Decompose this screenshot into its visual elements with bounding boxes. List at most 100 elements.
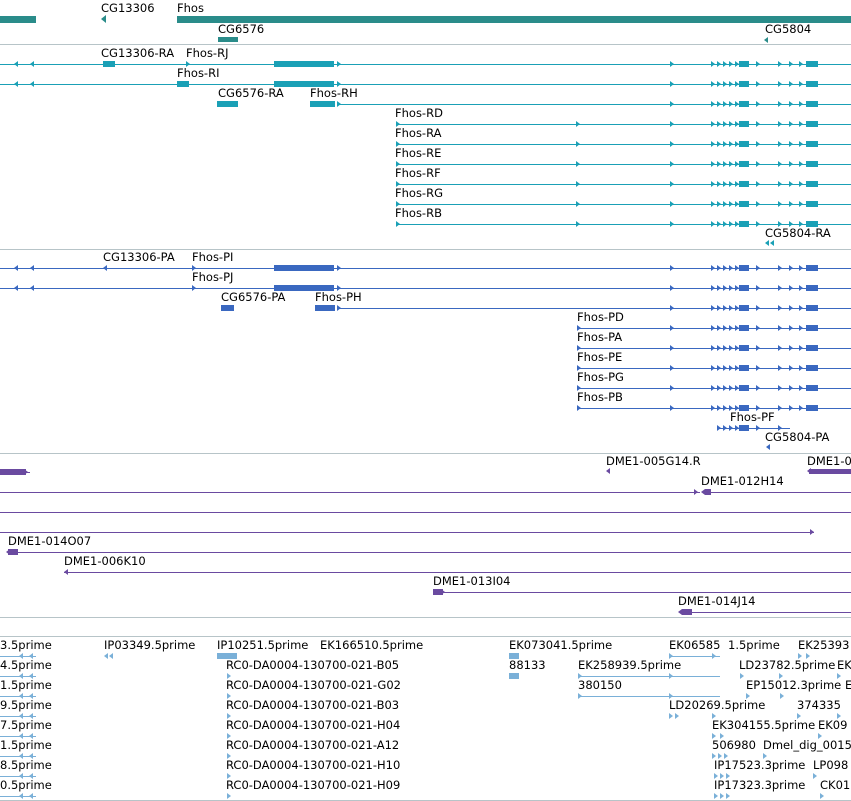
feature-line[interactable]: [0, 288, 851, 289]
feature-line[interactable]: [0, 776, 36, 777]
feature-label[interactable]: Fhos-PH: [315, 290, 362, 304]
feature-label[interactable]: Fhos-RI: [177, 66, 220, 80]
feature-line[interactable]: [0, 84, 851, 85]
exon-block[interactable]: [274, 61, 334, 67]
feature-label[interactable]: 7.5prime: [0, 718, 52, 732]
feature-label[interactable]: RC0-DA0004-130700-021-H04: [226, 718, 401, 732]
feature-line[interactable]: [711, 492, 851, 493]
exon-block[interactable]: [218, 37, 238, 42]
feature-label[interactable]: Fhos-RH: [310, 86, 358, 100]
feature-label[interactable]: 9.5prime: [0, 698, 52, 712]
feature-label[interactable]: RC0-DA0004-130700-021-A12: [226, 738, 400, 752]
feature-label[interactable]: DME1-014O07: [8, 534, 92, 548]
feature-label[interactable]: EK09: [818, 718, 848, 732]
exon-block[interactable]: [739, 81, 749, 87]
feature-label[interactable]: Fhos-PD: [577, 310, 624, 324]
exon-block[interactable]: [103, 61, 115, 67]
exon-block[interactable]: [739, 325, 749, 331]
feature-line[interactable]: [337, 104, 851, 105]
exon-block[interactable]: [682, 609, 692, 615]
exon-block[interactable]: [739, 265, 749, 271]
feature-label[interactable]: EK: [837, 658, 851, 672]
feature-line[interactable]: [692, 612, 851, 613]
exon-block[interactable]: [0, 469, 26, 475]
feature-label[interactable]: IP17323.3prime: [714, 778, 806, 792]
feature-label[interactable]: Fhos-RB: [395, 206, 442, 220]
feature-label[interactable]: RC0-DA0004-130700-021-B05: [226, 658, 400, 672]
feature-line[interactable]: [577, 328, 851, 329]
feature-label[interactable]: 374335: [797, 698, 841, 712]
exon-block[interactable]: [0, 16, 36, 23]
feature-label[interactable]: EK166510.5prime: [320, 638, 424, 652]
feature-label[interactable]: IP10251.5prime: [217, 638, 309, 652]
feature-label[interactable]: Fhos-RF: [395, 166, 441, 180]
feature-label[interactable]: Fhos-PJ: [192, 270, 234, 284]
exon-block[interactable]: [739, 121, 749, 127]
feature-line[interactable]: [396, 184, 851, 185]
exon-block[interactable]: [509, 673, 519, 679]
exon-block[interactable]: [8, 549, 18, 555]
feature-label[interactable]: Fhos-RG: [395, 186, 443, 200]
exon-block[interactable]: [806, 201, 818, 207]
feature-line[interactable]: [0, 796, 36, 797]
feature-line[interactable]: [0, 492, 700, 493]
feature-label[interactable]: IP03349.5prime: [104, 638, 196, 652]
feature-label[interactable]: RC0-DA0004-130700-021-G02: [226, 678, 401, 692]
feature-label[interactable]: CG6576: [218, 22, 265, 36]
feature-label[interactable]: 1.5prime: [0, 678, 52, 692]
feature-label[interactable]: Fhos-RJ: [186, 46, 229, 60]
feature-label[interactable]: Fhos-RE: [395, 146, 442, 160]
exon-block[interactable]: [739, 345, 749, 351]
feature-line[interactable]: [64, 572, 851, 573]
feature-label[interactable]: 0.5prime: [0, 778, 52, 792]
feature-label[interactable]: CK01: [820, 778, 851, 792]
feature-label[interactable]: 3.5prime: [0, 638, 52, 652]
exon-block[interactable]: [739, 161, 749, 167]
feature-line[interactable]: [396, 124, 851, 125]
exon-block[interactable]: [806, 61, 818, 67]
feature-label[interactable]: DME1-005G14.R: [606, 454, 701, 468]
feature-label[interactable]: IP17523.3prime: [714, 758, 806, 772]
exon-block[interactable]: [739, 285, 749, 291]
exon-block[interactable]: [739, 201, 749, 207]
feature-label[interactable]: 8.5prime: [0, 758, 52, 772]
feature-line[interactable]: [0, 268, 851, 269]
exon-block[interactable]: [705, 489, 711, 495]
exon-block[interactable]: [177, 81, 189, 87]
feature-line[interactable]: [577, 368, 851, 369]
feature-label[interactable]: 506980: [712, 738, 756, 752]
feature-line[interactable]: [0, 696, 36, 697]
exon-block[interactable]: [806, 345, 818, 351]
feature-label[interactable]: DME1-012H14: [701, 474, 784, 488]
feature-label[interactable]: EK304155.5prime: [712, 718, 816, 732]
exon-block[interactable]: [739, 385, 749, 391]
exon-block[interactable]: [221, 305, 234, 311]
exon-block[interactable]: [274, 265, 334, 271]
exon-block[interactable]: [806, 265, 818, 271]
feature-label[interactable]: Fhos-PE: [577, 350, 623, 364]
feature-label[interactable]: Fhos-PA: [577, 330, 623, 344]
exon-block[interactable]: [806, 101, 818, 107]
exon-block[interactable]: [806, 181, 818, 187]
feature-label[interactable]: 88133: [509, 658, 546, 672]
exon-block[interactable]: [739, 141, 749, 147]
exon-block[interactable]: [806, 285, 818, 291]
feature-label[interactable]: RC0-DA0004-130700-021-H10: [226, 758, 401, 772]
feature-label[interactable]: CG5804-RA: [765, 226, 831, 240]
feature-line[interactable]: [0, 512, 851, 513]
feature-line[interactable]: [396, 224, 851, 225]
feature-label[interactable]: CG13306-PA: [103, 250, 175, 264]
feature-label[interactable]: LD20269.5prime: [669, 698, 766, 712]
feature-label[interactable]: EK258939.5prime: [578, 658, 682, 672]
exon-block[interactable]: [509, 653, 519, 659]
exon-block[interactable]: [739, 405, 749, 411]
feature-label[interactable]: 1.5prime: [0, 738, 52, 752]
exon-block[interactable]: [739, 61, 749, 67]
feature-label[interactable]: EK073041.5prime: [509, 638, 613, 652]
feature-line[interactable]: [717, 428, 790, 429]
feature-label[interactable]: Fhos-PF: [730, 410, 775, 424]
exon-block[interactable]: [315, 305, 335, 311]
feature-label[interactable]: CG13306: [101, 1, 155, 15]
feature-line[interactable]: [396, 164, 851, 165]
